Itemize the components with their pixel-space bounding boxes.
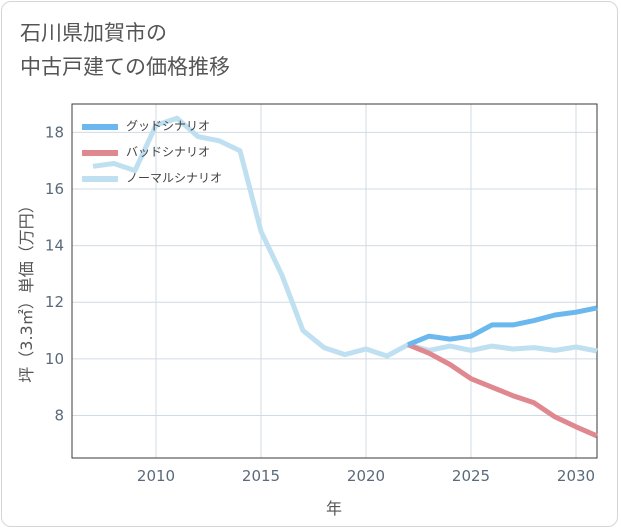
legend-label: ノーマルシナリオ [126, 171, 222, 185]
legend-swatch [82, 176, 118, 182]
x-tick-label: 2015 [242, 467, 280, 485]
x-tick-label: 2030 [557, 467, 595, 485]
legend-swatch [82, 150, 118, 156]
series-line-0 [407, 305, 598, 348]
y-axis-label: 坪（3.3㎡）単価（万円） [17, 197, 36, 382]
x-tick-label: 2025 [452, 467, 490, 485]
legend-label: バッドシナリオ [126, 145, 210, 159]
chart-title-line-2: 中古戸建ての価格推移 [20, 55, 230, 79]
x-tick-label: 2020 [347, 467, 385, 485]
chart-title-line-1: 石川県加賀市の [20, 21, 167, 45]
grid-lines [72, 104, 597, 458]
tick-labels: 2010 2015 2020 2025 2030 8 10 12 14 16 18 [45, 123, 595, 485]
legend-swatch [82, 124, 118, 130]
series-layer [92, 115, 598, 439]
y-tick-label: 12 [45, 293, 64, 311]
legend-label: グッドシナリオ [126, 119, 210, 133]
y-tick-label: 18 [45, 123, 64, 141]
y-tick-label: 14 [45, 237, 64, 255]
x-tick-label: 2010 [137, 467, 175, 485]
chart-title: 石川県加賀市の 中古戸建ての価格推移 [20, 16, 230, 84]
series-line-2 [92, 115, 598, 359]
y-tick-label: 10 [45, 350, 64, 368]
y-tick-label: 16 [45, 180, 64, 198]
series-line-1 [407, 342, 598, 439]
plot-area-border [71, 103, 598, 459]
x-axis-label: 年 [326, 499, 342, 518]
y-tick-label: 8 [54, 407, 64, 425]
